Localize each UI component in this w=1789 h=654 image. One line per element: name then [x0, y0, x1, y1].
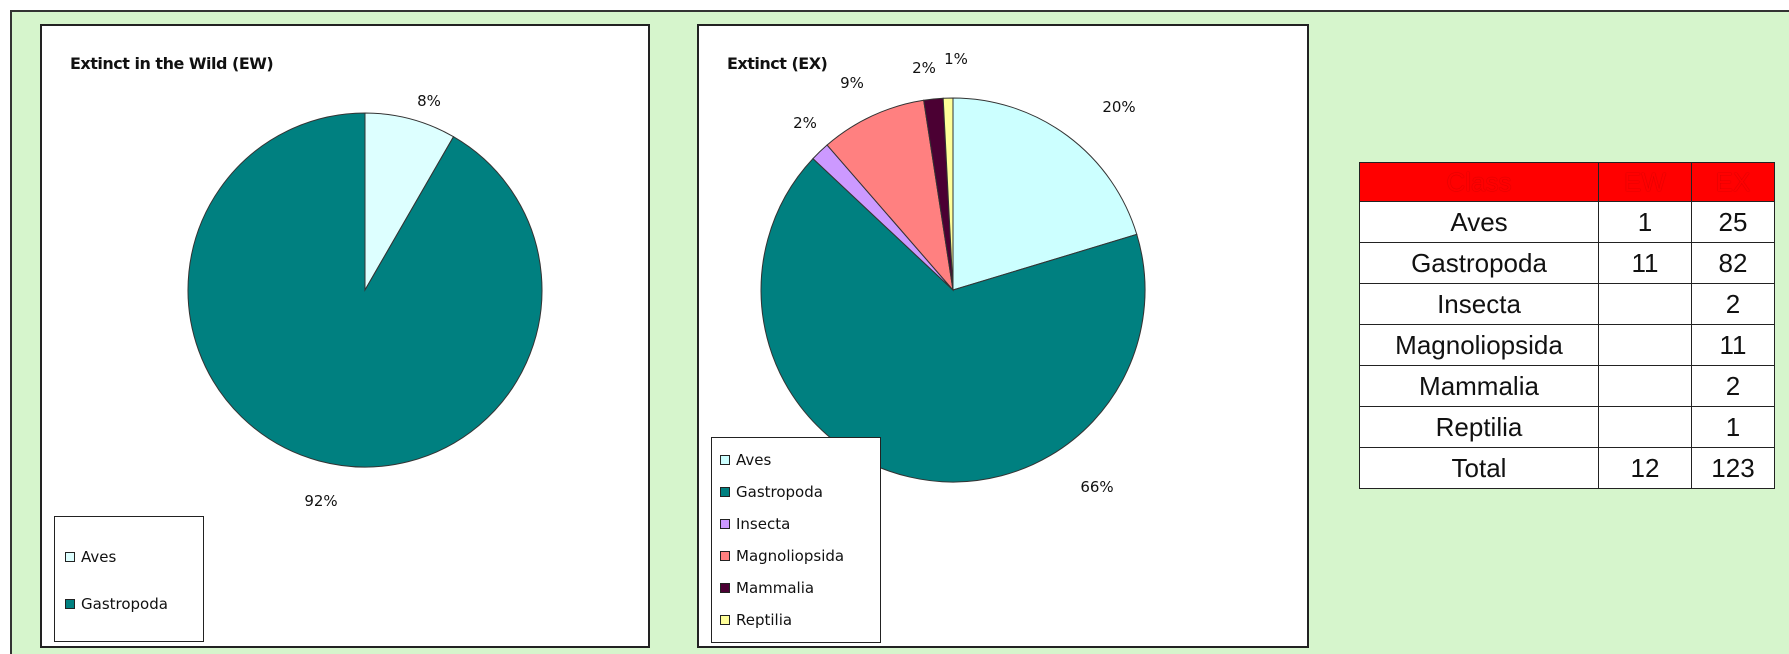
legend-swatch — [720, 455, 730, 465]
ew-chart: Extinct in the Wild (EW) 8% 92% Aves Gast… — [40, 24, 650, 648]
data-label-gastropoda: 92% — [304, 492, 337, 510]
pie-slice-reptilia — [942, 97, 954, 291]
legend-label: Insecta — [736, 515, 791, 533]
table-cell: Total — [1359, 447, 1599, 489]
table-cell: 82 — [1691, 242, 1775, 284]
ew-pie: 8% 92% — [187, 92, 543, 510]
table-cell: 11 — [1598, 242, 1692, 284]
table-cell: 1 — [1598, 201, 1692, 243]
table-row: Magnoliopsida 11 — [1359, 324, 1775, 366]
table-cell: Gastropoda — [1359, 242, 1599, 284]
legend-swatch — [720, 551, 730, 561]
table-cell: Reptilia — [1359, 406, 1599, 448]
column-header-ew: EW — [1598, 162, 1692, 202]
counts-table-wrapper: Class EW EX Aves 1 25 Gastropoda 11 82 I… — [1359, 162, 1775, 489]
table-row: Insecta 2 — [1359, 283, 1775, 325]
legend-item: Reptilia — [720, 604, 872, 636]
data-label-aves: 8% — [417, 92, 441, 110]
pie-slice-gastropoda — [187, 112, 543, 468]
legend-item: Gastropoda — [65, 580, 193, 627]
ex-chart-title: Extinct (EX) — [727, 54, 828, 73]
legend-label: Mammalia — [736, 579, 815, 597]
table-row: Aves 1 25 — [1359, 201, 1775, 243]
data-label-gastropoda: 66% — [1080, 478, 1113, 496]
table-cell — [1598, 283, 1692, 325]
counts-table: Class EW EX Aves 1 25 Gastropoda 11 82 I… — [1359, 162, 1775, 489]
legend-item: Aves — [720, 444, 872, 476]
legend-item: Magnoliopsida — [720, 540, 872, 572]
table-cell: Magnoliopsida — [1359, 324, 1599, 366]
table-cell: 2 — [1691, 365, 1775, 407]
legend-swatch — [720, 487, 730, 497]
legend-label: Gastropoda — [81, 594, 168, 613]
table-cell: 123 — [1691, 447, 1775, 489]
data-label-reptilia: 1% — [944, 50, 968, 68]
data-label-mammalia: 2% — [912, 59, 936, 77]
table-row: Reptilia 1 — [1359, 406, 1775, 448]
legend-swatch — [720, 583, 730, 593]
data-label-magnoliopsida: 9% — [840, 74, 864, 92]
ex-legend: Aves Gastropoda Insecta Magnoliopsida Ma… — [711, 437, 881, 643]
table-row: Gastropoda 11 82 — [1359, 242, 1775, 284]
legend-label: Magnoliopsida — [736, 547, 845, 565]
table-cell — [1598, 365, 1692, 407]
legend-item: Insecta — [720, 508, 872, 540]
ex-chart: Extinct (EX) 20% 66% 2% 9% 2% 1% Aves Gastrop… — [697, 24, 1309, 648]
data-label-aves: 20% — [1102, 98, 1135, 116]
ew-legend: Aves Gastropoda — [54, 516, 204, 642]
legend-label: Gastropoda — [736, 483, 823, 501]
legend-item: Aves — [65, 533, 193, 580]
table-cell: 11 — [1691, 324, 1775, 366]
pie-slice-aves — [364, 112, 455, 292]
table-cell: 1 — [1691, 406, 1775, 448]
table-cell: Insecta — [1359, 283, 1599, 325]
legend-label: Reptilia — [736, 611, 793, 629]
table-cell: Aves — [1359, 201, 1599, 243]
table-cell — [1598, 324, 1692, 366]
data-label-insecta: 2% — [793, 114, 817, 132]
pie-slice-magnoliopsida — [826, 99, 954, 292]
ex-pie: 20% 66% 2% 9% 2% 1% — [760, 50, 1146, 496]
legend-swatch — [720, 615, 730, 625]
table-cell: Mammalia — [1359, 365, 1599, 407]
table-header-row: Class EW EX — [1359, 162, 1775, 202]
table-row: Mammalia 2 — [1359, 365, 1775, 407]
legend-swatch — [65, 551, 75, 562]
legend-swatch — [720, 519, 730, 529]
pie-slice-aves — [952, 97, 1138, 291]
legend-item: Mammalia — [720, 572, 872, 604]
table-cell: 12 — [1598, 447, 1692, 489]
column-header-class: Class — [1359, 162, 1599, 202]
figure-panel: Extinct in the Wild (EW) 8% 92% Aves Gast… — [10, 10, 1789, 654]
legend-swatch — [65, 598, 75, 609]
table-cell — [1598, 406, 1692, 448]
table-row: Total 12 123 — [1359, 447, 1775, 489]
legend-label: Aves — [81, 547, 117, 566]
ew-chart-title: Extinct in the Wild (EW) — [70, 54, 274, 73]
table-cell: 2 — [1691, 283, 1775, 325]
pie-slice-gastropoda — [760, 157, 1146, 483]
column-header-ex: EX — [1691, 162, 1775, 202]
legend-item: Gastropoda — [720, 476, 872, 508]
legend-label: Aves — [736, 451, 772, 469]
table-cell: 25 — [1691, 201, 1775, 243]
